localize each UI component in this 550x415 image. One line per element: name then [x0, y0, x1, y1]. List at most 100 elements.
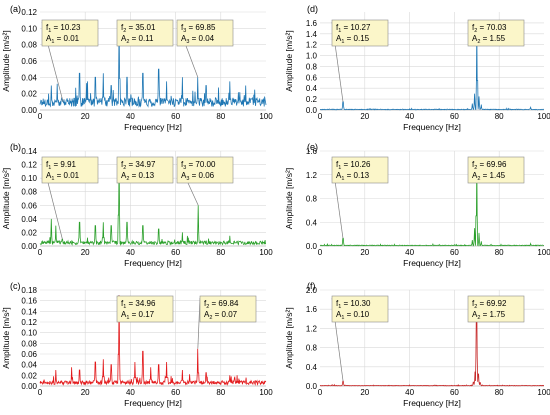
panel-label: (f) — [307, 281, 316, 291]
x-tick-label: 80 — [495, 112, 504, 121]
annotation-amplitude: A3 = 0.06 — [181, 171, 215, 182]
chart-panel-c: 0.00 0.020.04 0.06 0.080.10 0.12 0.140.16 0.18… — [1, 281, 273, 408]
x-tick-label: 100 — [537, 388, 550, 397]
y-tick-label: 0.00 — [21, 106, 37, 115]
x-tick-label: 100 — [537, 248, 550, 257]
chart-panel-a: 0.00 0.02 0.04 0.06 0.08 0.10 0.12 0 20 40 60 80 100… — [1, 4, 273, 132]
annotation-frequency: f1 = 10.27 — [336, 23, 371, 34]
annotation-frequency: f2 = 70.03 — [472, 23, 507, 34]
annotation-frequency: f2 = 69.84 — [204, 299, 239, 310]
y-tick-label: 0.8 — [306, 344, 318, 353]
y-tick-label: 0.0 — [306, 106, 318, 115]
panel-label: (b) — [10, 142, 21, 152]
annotation-amplitude: A2 = 1.75 — [472, 310, 506, 321]
x-tick-label: 80 — [216, 388, 225, 397]
x-tick-label: 40 — [405, 248, 414, 257]
annotation-box — [41, 19, 99, 47]
y-tick-label: 2.0 — [306, 286, 318, 295]
y-tick-label: 0.14 — [21, 307, 37, 316]
annotation-box — [199, 295, 257, 323]
y-tick-label: 0.10 — [21, 174, 37, 183]
x-tick-label: 20 — [81, 112, 90, 121]
chart-panel-f: 0.0 0.4 0.8 1.2 1.6 2.0 0 20 40 60 80 100 Frequency … — [284, 281, 550, 408]
annotation-frequency: f3 = 70.00 — [181, 160, 216, 171]
y-tick-label: 0.8 — [306, 195, 318, 204]
x-tick-label: 20 — [360, 112, 369, 121]
annotation-amplitude: A1 = 0.10 — [336, 310, 370, 321]
annotation-frequency: f3 = 69.85 — [181, 23, 216, 34]
y-tick-label: 0.06 — [21, 350, 37, 359]
y-tick-label: 1.2 — [306, 171, 318, 180]
y-tick-label: 1.4 — [306, 30, 318, 39]
annotation-amplitude: A2 = 0.13 — [121, 171, 155, 182]
x-axis-title: Frequency [Hz] — [124, 258, 182, 268]
y-axis-title: Amplitude [m/s²] — [284, 30, 294, 91]
y-tick-label: 0.4 — [306, 84, 318, 93]
x-axis-title: Frequency [Hz] — [124, 398, 182, 408]
y-tick-label: 1.6 — [306, 305, 318, 314]
y-tick-label: 0.04 — [21, 361, 37, 370]
annotation-amplitude: A1 = 0.15 — [336, 34, 370, 45]
y-tick-label: 0.02 — [21, 228, 37, 237]
x-tick-label: 0 — [318, 388, 323, 397]
x-tick-label: 60 — [171, 112, 180, 121]
y-tick-label: 1.6 — [306, 19, 318, 28]
annotation-frequency: f2 = 69.96 — [472, 160, 507, 171]
x-tick-label: 40 — [405, 112, 414, 121]
x-tick-label: 20 — [360, 388, 369, 397]
annotation-box — [467, 156, 525, 184]
y-tick-label: 0.08 — [21, 41, 37, 50]
series-line — [319, 159, 545, 247]
annotation-box — [116, 156, 174, 184]
y-tick-label: 0.2 — [306, 95, 318, 104]
y-tick-label: 0.8 — [306, 62, 318, 71]
annotation-amplitude: A1 = 0.13 — [336, 171, 370, 182]
x-tick-label: 60 — [450, 248, 459, 257]
x-tick-label: 40 — [126, 112, 135, 121]
x-tick-label: 40 — [405, 388, 414, 397]
x-axis-title: Frequency [Hz] — [124, 122, 182, 132]
y-tick-label: 0.12 — [21, 318, 37, 327]
y-tick-label: 0.00 — [21, 382, 37, 391]
annotation-amplitude: A1 = 0.17 — [121, 310, 155, 321]
annotation-box — [467, 295, 525, 323]
x-tick-label: 40 — [126, 248, 135, 257]
panel-label: (a) — [10, 4, 21, 14]
annotation-amplitude: A1 = 0.01 — [46, 34, 80, 45]
x-tick-label: 20 — [81, 388, 90, 397]
x-tick-label: 60 — [171, 248, 180, 257]
x-tick-label: 0 — [318, 248, 323, 257]
y-tick-label: 0.06 — [21, 201, 37, 210]
y-tick-label: 0.04 — [21, 215, 37, 224]
x-axis-title: Frequency [Hz] — [403, 122, 461, 132]
x-tick-label: 100 — [259, 248, 273, 257]
annotation-amplitude: A2 = 1.55 — [472, 34, 506, 45]
y-tick-label: 0.6 — [306, 73, 318, 82]
series-line — [39, 157, 267, 246]
series-line — [319, 25, 544, 111]
chart-panel-d: 0.0 0.2 0.4 0.6 0.81.0 1.2 1.4 1.6 0 20 40 60 80 100 F… — [284, 4, 550, 132]
series-line — [319, 301, 544, 387]
x-tick-label: 100 — [259, 388, 273, 397]
chart-panel-b: 0.00 0.02 0.04 0.06 0.08 0.10 0.12 0.14 0 20 40 60 8… — [1, 142, 273, 268]
series-line — [39, 20, 267, 108]
y-axis-title: Amplitude [m/s²] — [284, 168, 294, 229]
x-tick-label: 80 — [216, 112, 225, 121]
annotation-frequency: f2 = 35.01 — [121, 23, 156, 34]
x-tick-label: 0 — [38, 112, 43, 121]
annotation-frequency: f1 = 9.91 — [46, 160, 77, 171]
panel-label: (d) — [307, 4, 318, 14]
annotation-box — [116, 295, 174, 323]
x-tick-label: 60 — [171, 388, 180, 397]
y-tick-label: 1.0 — [306, 52, 318, 61]
x-tick-label: 100 — [537, 112, 550, 121]
